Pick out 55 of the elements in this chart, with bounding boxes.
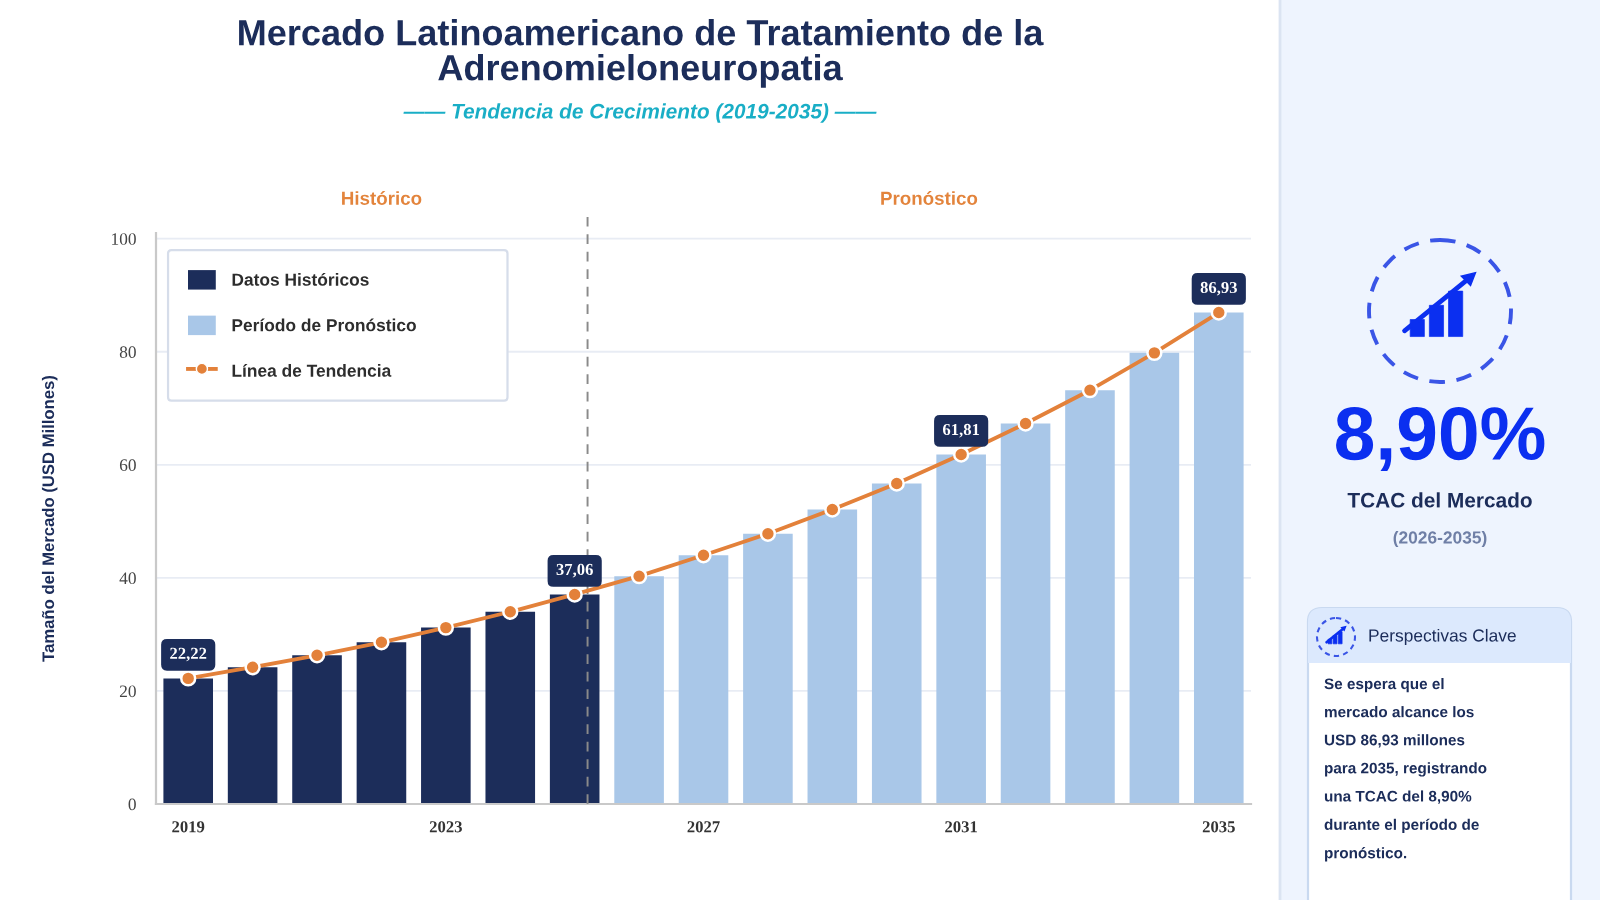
y-tick-label: 60	[119, 459, 136, 471]
bar	[1000, 423, 1051, 804]
x-tick-label: 2027	[687, 821, 720, 833]
text: Perspectivas Clave	[1369, 628, 1516, 646]
bar	[678, 555, 729, 804]
bar	[1194, 312, 1244, 804]
bar	[807, 509, 858, 804]
point	[888, 475, 905, 492]
data-label: 61,81	[942, 423, 980, 438]
text: Histórico	[342, 190, 422, 205]
bar	[871, 483, 922, 804]
y-axis-title: Tamaño del Mercado (USD Millones)	[41, 375, 58, 662]
point	[952, 446, 970, 463]
point	[373, 634, 390, 651]
point	[566, 586, 583, 603]
x-tick-label: 2019	[172, 821, 205, 833]
text: TCAC del Mercado	[1347, 492, 1532, 508]
point	[180, 670, 197, 687]
bar	[614, 576, 664, 804]
data-label: 22,22	[170, 647, 207, 662]
bar	[356, 642, 407, 804]
point	[824, 501, 841, 518]
y-tick-label: 40	[119, 572, 136, 585]
bar	[163, 678, 213, 804]
data-label: 37,06	[556, 563, 593, 578]
x-tick-label: 2023	[429, 821, 462, 833]
chart-title: Mercado Latinoamericano de Tratamiento de la Adrenomieloneuropatia	[239, 19, 1044, 88]
bar	[549, 594, 600, 804]
text: (2026-2035)	[1393, 530, 1487, 548]
y-tick-label: 100	[112, 233, 136, 245]
text: 8,90%	[1336, 407, 1545, 472]
x-tick-label: 2035	[1202, 821, 1235, 833]
y-tick-label: 80	[119, 346, 136, 358]
point	[1210, 304, 1227, 321]
text: Pronóstico	[881, 190, 978, 205]
chart-subtitle: —— Tendencia de Crecimiento (2019-2035) ——	[403, 103, 877, 123]
point	[695, 547, 712, 564]
bar	[292, 655, 342, 804]
point	[308, 647, 326, 664]
data-label: 86,93	[1200, 281, 1237, 296]
text: Se espera que el mercado alcance los USD 86,93 millones para 2035, registrando una TCAC del 8,90% durante el período de pronóstico.	[1324, 678, 1487, 862]
legend-label: Línea de Tendencia	[232, 363, 392, 377]
bar	[1065, 390, 1115, 804]
legend-label: Período de Pronóstico	[232, 318, 416, 332]
bar	[1129, 352, 1180, 804]
bar	[743, 533, 793, 804]
y-tick-label: 0	[128, 798, 136, 811]
y-tick-label: 20	[119, 685, 136, 698]
bar	[227, 667, 278, 804]
x-tick-label: 2031	[945, 821, 977, 833]
bar	[936, 454, 986, 804]
bar	[485, 611, 536, 804]
legend-label: Datos Históricos	[232, 272, 369, 286]
bar	[421, 627, 471, 804]
point	[1017, 415, 1034, 432]
